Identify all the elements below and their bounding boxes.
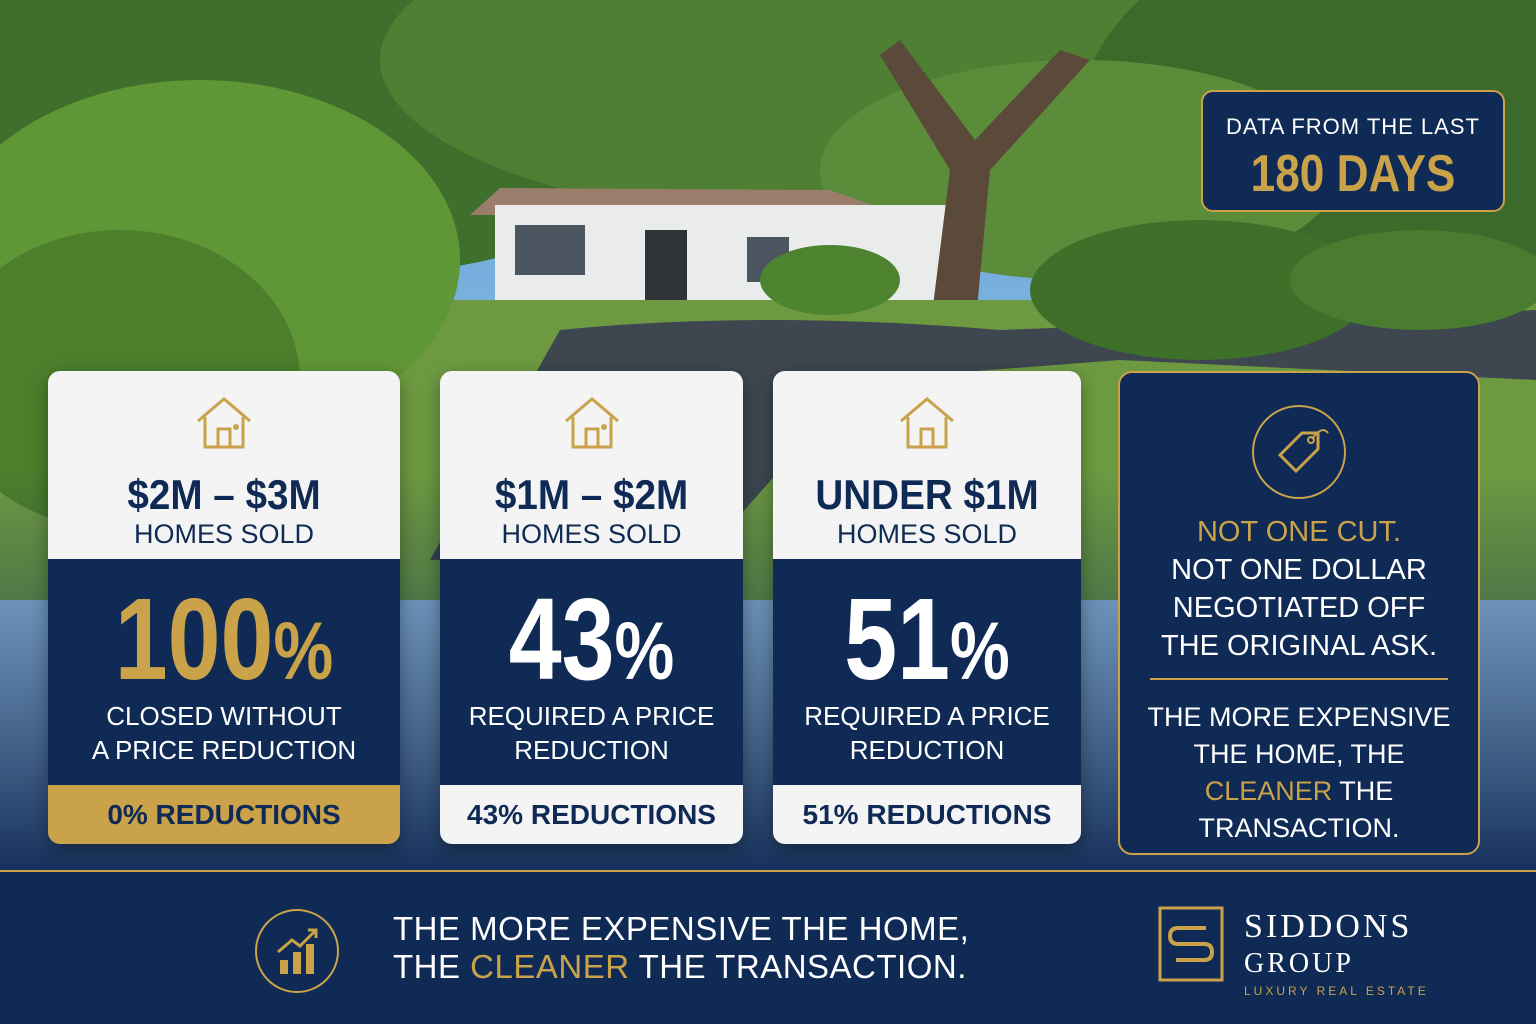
pct-number: 43 <box>508 574 615 704</box>
desc-line1: CLOSED WITHOUT <box>106 701 342 731</box>
badge-line1: DATA FROM THE LAST <box>1226 114 1480 139</box>
summary-line2: NOT ONE DOLLAR <box>1171 554 1427 586</box>
homes-sold-label: HOMES SOLD <box>836 519 1018 549</box>
tagline-line4: TRANSACTION. <box>1198 813 1400 843</box>
footer-highlight: CLEANER <box>470 948 630 985</box>
price-range: $1M – $2M <box>494 471 689 518</box>
tagline-highlight: CLEANER <box>1204 776 1333 806</box>
desc-line2: REDUCTION <box>849 735 1005 765</box>
price-range: UNDER $1M <box>815 471 1039 518</box>
stat-card-1m-2m: $1M – $2M HOMES SOLD 43% REQUIRED A PRIC… <box>440 371 743 844</box>
pct-symbol: % <box>273 606 334 697</box>
siddons-logo-icon <box>1158 906 1224 982</box>
summary-headline: NOT ONE CUT. NOT ONE DOLLAR NEGOTIATED O… <box>1120 513 1478 665</box>
price-tag-icon <box>1252 405 1346 499</box>
brand-group: GROUP <box>1244 948 1354 979</box>
stat-card-2m-3m: $2M – $3M HOMES SOLD 100% CLOSED WITHOUT… <box>48 371 400 844</box>
brand-name: SIDDONS <box>1244 908 1413 945</box>
percentage-value: 43% <box>467 581 715 697</box>
footer-line1: THE MORE EXPENSIVE THE HOME, <box>393 910 970 947</box>
desc-line1: REQUIRED A PRICE <box>468 701 715 731</box>
tagline-line1: THE MORE EXPENSIVE <box>1147 702 1451 732</box>
desc-line2: REDUCTION <box>514 735 669 765</box>
summary-line1: NOT ONE CUT. <box>1196 516 1402 548</box>
pct-number: 100 <box>114 574 274 704</box>
house-icon <box>197 397 251 449</box>
percentage-value: 51% <box>801 581 1054 697</box>
stat-description: CLOSED WITHOUT A PRICE REDUCTION <box>48 699 400 767</box>
footer-bar: THE MORE EXPENSIVE THE HOME, THE CLEANER… <box>0 870 1536 1024</box>
stat-description: REQUIRED A PRICE REDUCTION <box>773 699 1081 767</box>
summary-card: NOT ONE CUT. NOT ONE DOLLAR NEGOTIATED O… <box>1118 371 1480 855</box>
badge-line2: 180 DAYS <box>1250 145 1456 203</box>
price-range: $2M – $3M <box>127 471 321 518</box>
stat-description: REQUIRED A PRICE REDUCTION <box>440 699 743 767</box>
house-icon <box>564 397 619 449</box>
footer-line2-start: THE <box>393 948 471 985</box>
homes-sold-label: HOMES SOLD <box>133 519 315 549</box>
stat-card-under-1m: UNDER $1M HOMES SOLD 51% REQUIRED A PRIC… <box>773 371 1081 844</box>
brand-tagline: LUXURY REAL ESTATE <box>1244 984 1429 998</box>
desc-line2: A PRICE REDUCTION <box>91 735 357 765</box>
percentage-value: 100% <box>80 581 369 697</box>
footer-line2-end: THE TRANSACTION. <box>629 948 967 985</box>
summary-line3: NEGOTIATED OFF <box>1172 592 1426 624</box>
tagline-line2: THE HOME, THE <box>1193 739 1405 769</box>
house-icon <box>900 397 954 449</box>
growth-chart-icon <box>255 909 339 993</box>
homes-sold-label: HOMES SOLD <box>501 519 682 549</box>
pct-number: 51 <box>844 574 950 704</box>
summary-line4: THE ORIGINAL ASK. <box>1160 630 1438 662</box>
reductions-label: 43% REDUCTIONS <box>440 785 743 844</box>
reductions-label: 51% REDUCTIONS <box>773 785 1081 844</box>
summary-tagline: THE MORE EXPENSIVE THE HOME, THE CLEANER… <box>1120 699 1478 847</box>
pct-symbol: % <box>614 606 675 697</box>
footer-message: THE MORE EXPENSIVE THE HOME, THE CLEANER… <box>393 910 969 986</box>
pct-symbol: % <box>949 606 1010 697</box>
data-range-badge: DATA FROM THE LAST 180 DAYS <box>1201 90 1505 212</box>
divider <box>1150 678 1448 680</box>
tagline-line3: THE <box>1332 776 1394 806</box>
reductions-label: 0% REDUCTIONS <box>48 785 400 844</box>
desc-line1: REQUIRED A PRICE <box>804 701 1050 731</box>
